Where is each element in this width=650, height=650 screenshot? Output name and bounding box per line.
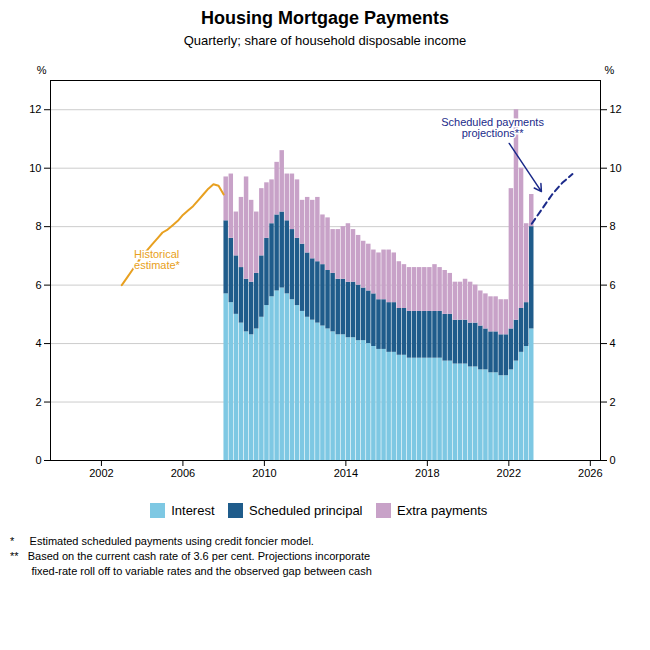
svg-text:%: %	[37, 64, 47, 76]
svg-text:10: 10	[29, 162, 41, 174]
svg-text:4: 4	[35, 337, 41, 349]
svg-text:2018: 2018	[415, 467, 439, 479]
svg-text:2010: 2010	[252, 467, 276, 479]
svg-text:8: 8	[35, 220, 41, 232]
html-text:Extra payments: Extra payments	[397, 503, 488, 518]
svg-text:0: 0	[35, 454, 41, 466]
svg-text:8: 8	[610, 220, 616, 232]
svg-text:12: 12	[610, 103, 622, 115]
svg-text:2002: 2002	[89, 467, 113, 479]
svg-text:Scheduled paymentsprojections*: Scheduled paymentsprojections**	[441, 116, 544, 139]
html-text:* Estimated scheduled payments: * Estimated scheduled payments using cre…	[10, 534, 314, 547]
svg-text:2026: 2026	[578, 467, 602, 479]
html-text:Housing Mortgage Payments: Housing Mortgage Payments	[201, 8, 449, 28]
html-text:Interest: Interest	[171, 503, 215, 518]
svg-text:10: 10	[610, 162, 622, 174]
svg-text:2022: 2022	[497, 467, 521, 479]
svg-text:6: 6	[610, 279, 616, 291]
html-text:Quarterly; share of household: Quarterly; share of household disposable…	[183, 33, 467, 48]
svg-text:2: 2	[35, 396, 41, 408]
svg-text:4: 4	[610, 337, 616, 349]
svg-text:12: 12	[29, 103, 41, 115]
html-text:fixed-rate roll off to variabl: fixed-rate roll off to variable rates an…	[10, 564, 372, 577]
svg-text:%: %	[605, 64, 615, 76]
svg-text:2006: 2006	[171, 467, 195, 479]
svg-text:0: 0	[610, 454, 616, 466]
html-text:** Based on the current cash r: ** Based on the current cash rate of 3.6…	[10, 549, 371, 562]
svg-text:Historicalestimate*: Historicalestimate*	[134, 248, 181, 271]
svg-text:6: 6	[35, 279, 41, 291]
html-text:Scheduled principal: Scheduled principal	[249, 503, 363, 518]
svg-text:2: 2	[610, 396, 616, 408]
svg-text:2014: 2014	[334, 467, 358, 479]
